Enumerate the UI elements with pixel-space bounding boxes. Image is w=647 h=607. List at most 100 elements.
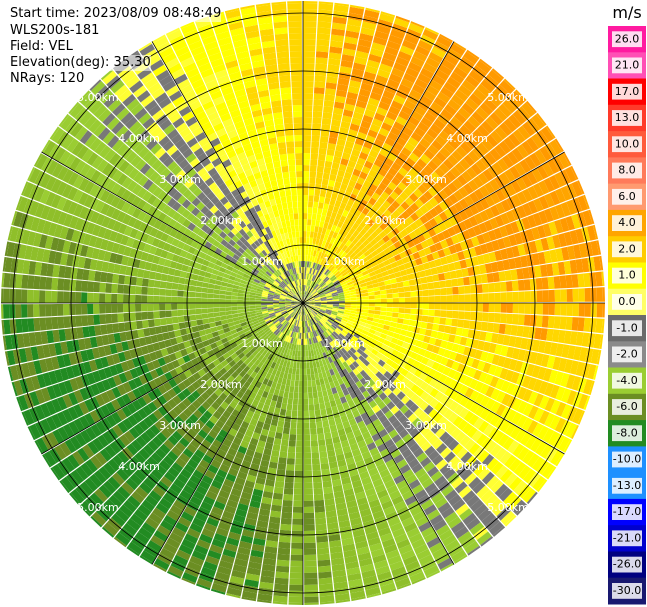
velocity-gate — [321, 118, 332, 126]
velocity-gate — [536, 112, 547, 126]
velocity-gate — [226, 283, 234, 288]
velocity-gate — [395, 365, 404, 374]
velocity-gate — [376, 106, 388, 117]
velocity-gate — [420, 116, 433, 128]
velocity-gate — [307, 306, 313, 311]
velocity-gate — [368, 499, 381, 509]
velocity-gate — [21, 411, 29, 426]
velocity-gate — [435, 427, 446, 439]
velocity-gate — [391, 419, 402, 429]
velocity-gate — [359, 508, 372, 518]
velocity-gate — [334, 101, 345, 110]
velocity-gate — [440, 310, 447, 318]
velocity-gate — [443, 468, 456, 480]
velocity-gate — [408, 231, 417, 240]
velocity-gate — [348, 219, 355, 228]
velocity-gate — [148, 271, 157, 280]
velocity-gate — [45, 317, 53, 330]
velocity-gate — [489, 217, 499, 230]
velocity-gate — [138, 260, 147, 270]
velocity-gate — [95, 260, 104, 272]
velocity-gate — [365, 335, 373, 342]
velocity-gate — [430, 470, 443, 483]
velocity-gate — [195, 292, 202, 298]
velocity-gate — [451, 476, 464, 489]
velocity-gate — [249, 297, 256, 301]
velocity-gate — [397, 414, 408, 424]
velocity-gate — [349, 289, 356, 293]
velocity-gate — [247, 344, 254, 352]
velocity-gate — [239, 333, 246, 339]
velocity-gate — [325, 407, 333, 415]
velocity-gate — [306, 307, 311, 313]
velocity-gate — [336, 287, 343, 292]
velocity-gate — [316, 33, 331, 41]
velocity-gate — [207, 549, 222, 560]
velocity-gate — [433, 193, 444, 204]
velocity-gate — [247, 335, 255, 342]
velocity-gate — [463, 410, 475, 423]
velocity-gate — [380, 311, 387, 316]
velocity-gate — [362, 431, 372, 440]
velocity-gate — [358, 385, 367, 394]
velocity-gate — [16, 259, 25, 274]
velocity-gate — [74, 217, 85, 231]
velocity-gate — [337, 514, 350, 523]
velocity-gate — [387, 213, 397, 223]
velocity-gate — [267, 295, 274, 299]
velocity-gate — [354, 163, 364, 172]
velocity-gate — [510, 90, 526, 106]
velocity-gate — [481, 471, 495, 485]
velocity-gate — [329, 198, 336, 206]
velocity-gate — [386, 307, 393, 312]
velocity-gate — [558, 436, 571, 452]
velocity-gate — [203, 323, 211, 330]
velocity-gate — [226, 335, 234, 342]
velocity-gate — [242, 339, 250, 346]
velocity-gate — [279, 299, 286, 302]
velocity-gate — [565, 166, 577, 183]
velocity-gate — [409, 314, 417, 321]
velocity-gate — [160, 249, 169, 259]
velocity-gate — [303, 488, 313, 495]
velocity-gate — [464, 540, 480, 554]
velocity-gate — [285, 303, 292, 305]
velocity-gate — [224, 363, 232, 372]
velocity-gate — [202, 318, 210, 325]
velocity-gate — [391, 249, 399, 257]
velocity-gate — [147, 311, 154, 320]
velocity-gate — [305, 243, 309, 250]
velocity-gate — [409, 427, 420, 438]
velocity-gate — [307, 279, 311, 286]
velocity-gate — [163, 514, 177, 527]
velocity-gate — [369, 413, 379, 423]
velocity-gate — [528, 405, 539, 420]
velocity-gate — [135, 286, 142, 295]
velocity-gate — [481, 512, 496, 527]
velocity-gate — [201, 292, 208, 298]
velocity-gate — [163, 439, 175, 451]
velocity-gate — [540, 264, 548, 277]
velocity-gate — [333, 261, 339, 268]
velocity-gate — [118, 322, 126, 333]
velocity-gate — [492, 525, 506, 537]
velocity-gate — [244, 517, 257, 526]
velocity-gate — [389, 73, 403, 84]
velocity-gate — [268, 292, 275, 296]
velocity-gate — [143, 328, 151, 337]
velocity-gate — [482, 293, 489, 303]
velocity-gate — [428, 197, 439, 208]
velocity-gate — [68, 352, 77, 366]
velocity-gate — [286, 307, 292, 311]
velocity-gate — [274, 337, 281, 344]
velocity-gate — [334, 417, 342, 425]
velocity-gate — [106, 389, 116, 402]
velocity-gate — [304, 332, 307, 339]
velocity-gate — [482, 362, 492, 374]
velocity-gate — [311, 380, 317, 387]
velocity-gate — [549, 139, 563, 155]
velocity-gate — [473, 417, 485, 430]
velocity-gate — [342, 368, 349, 376]
velocity-gate — [273, 328, 279, 335]
velocity-gate — [340, 383, 347, 391]
